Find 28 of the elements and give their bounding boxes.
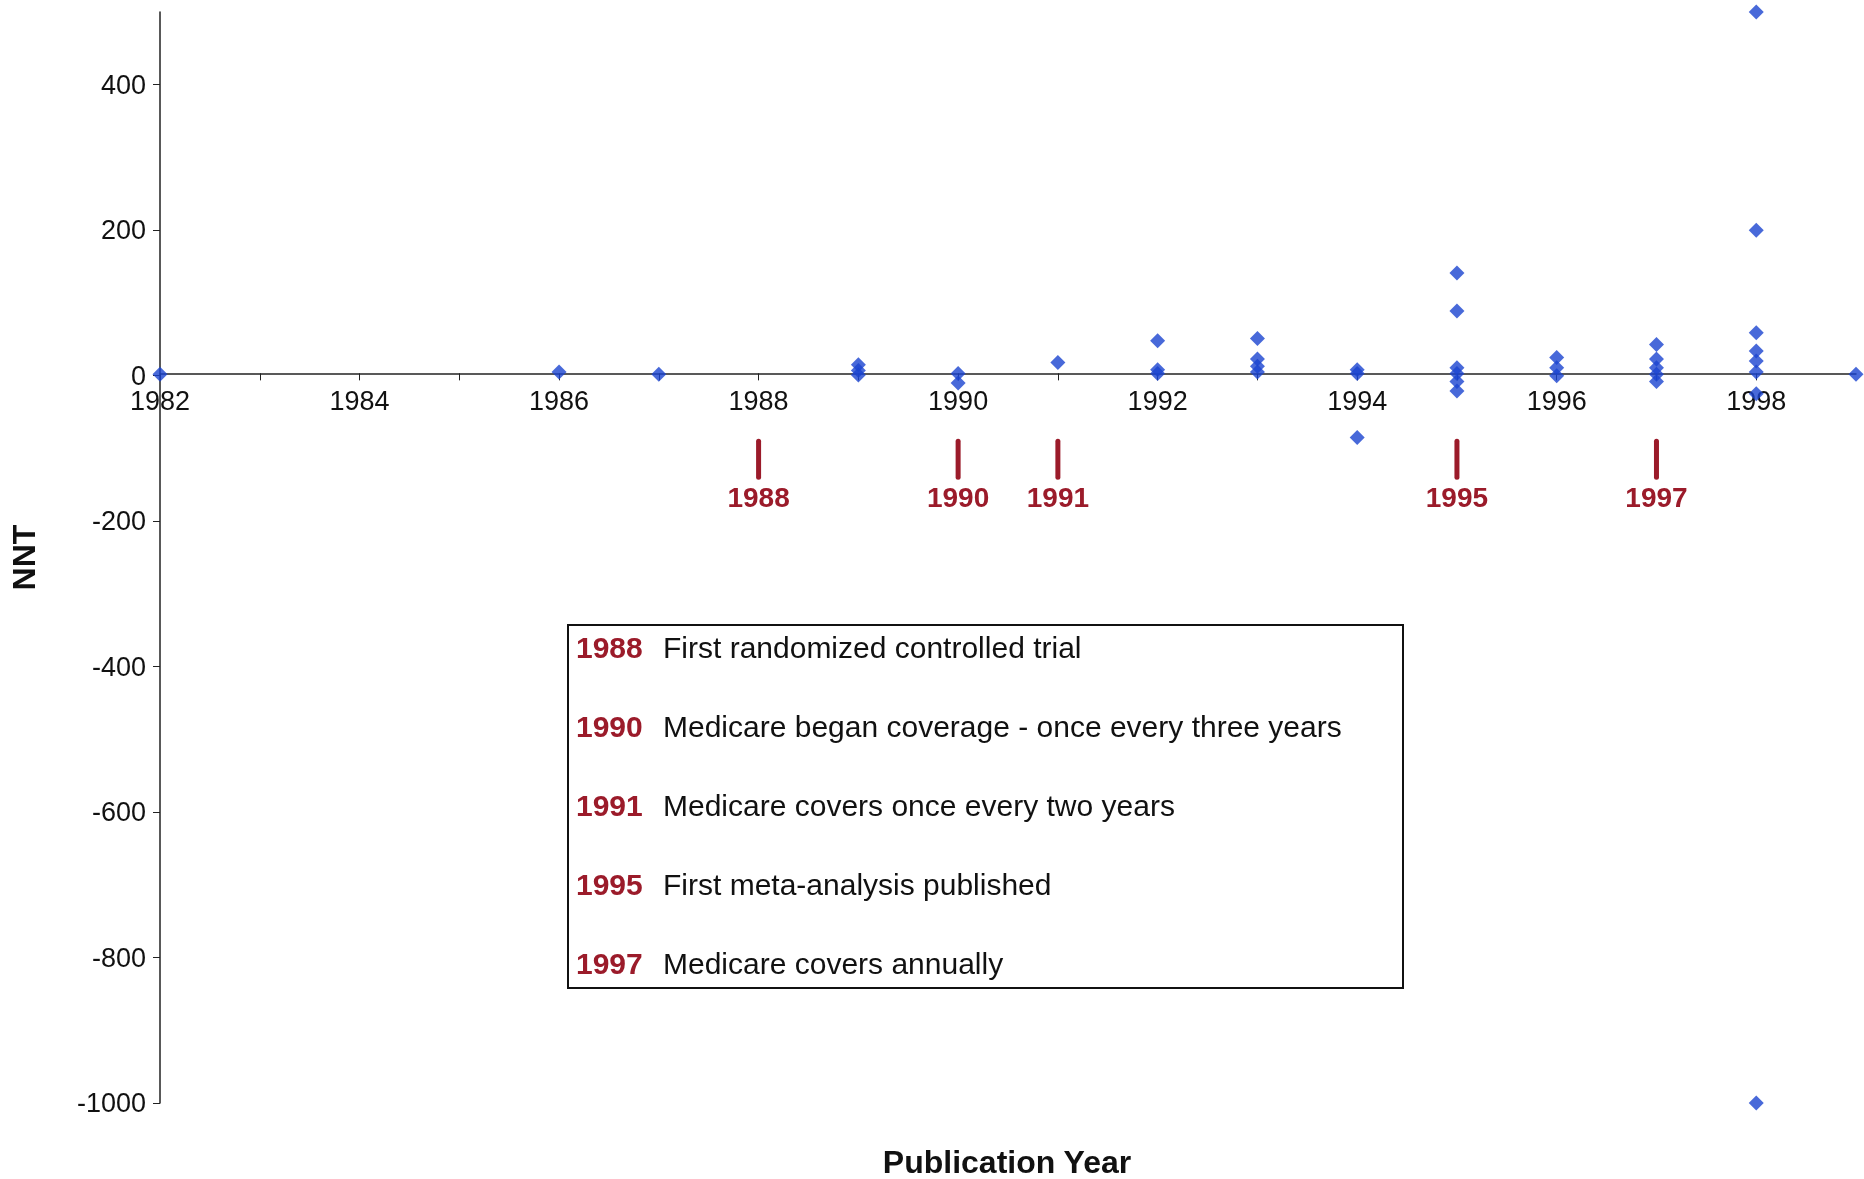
x-tick-label: 1986 bbox=[529, 385, 590, 416]
y-tick-label: 400 bbox=[100, 69, 146, 100]
annotation: 1991 Medicare covers once every two years bbox=[576, 788, 1175, 822]
y-tick-label: -1000 bbox=[76, 1088, 146, 1118]
annotation: 1995 First meta-analysis published bbox=[576, 867, 1052, 901]
x-tick-label: 1994 bbox=[1327, 385, 1388, 416]
x-tick-label: 1984 bbox=[329, 385, 390, 416]
annotation: 1990 Medicare began coverage - once every three years bbox=[576, 709, 1342, 743]
ref-line-label: 1997 bbox=[1625, 481, 1688, 513]
y-axis-title: NNT bbox=[6, 524, 42, 591]
ref-line-label: 1991 bbox=[1026, 481, 1090, 513]
y-tick-label: -600 bbox=[91, 797, 146, 828]
annotation: 1997 Medicare covers annually bbox=[576, 946, 1004, 980]
ref-line-label: 1990 bbox=[926, 481, 990, 513]
y-tick-label: 0 bbox=[130, 360, 146, 391]
x-tick-label: 1996 bbox=[1526, 385, 1587, 416]
x-axis-title: Publication Year bbox=[882, 1144, 1132, 1179]
x-tick-label: 1990 bbox=[928, 385, 989, 416]
y-tick-label: -800 bbox=[91, 942, 146, 973]
y-tick-label: -400 bbox=[91, 651, 146, 682]
y-tick-label: 200 bbox=[100, 215, 146, 246]
ref-line-label: 1988 bbox=[727, 481, 790, 513]
annotation: 1988 First randomized controlled trial bbox=[576, 630, 1082, 664]
x-tick-label: 1992 bbox=[1127, 385, 1188, 416]
x-tick-label: 1988 bbox=[728, 385, 789, 416]
ref-line-label: 1995 bbox=[1425, 481, 1489, 513]
x-tick-label: 1998 bbox=[1726, 385, 1787, 416]
y-tick-label: -200 bbox=[91, 506, 146, 537]
